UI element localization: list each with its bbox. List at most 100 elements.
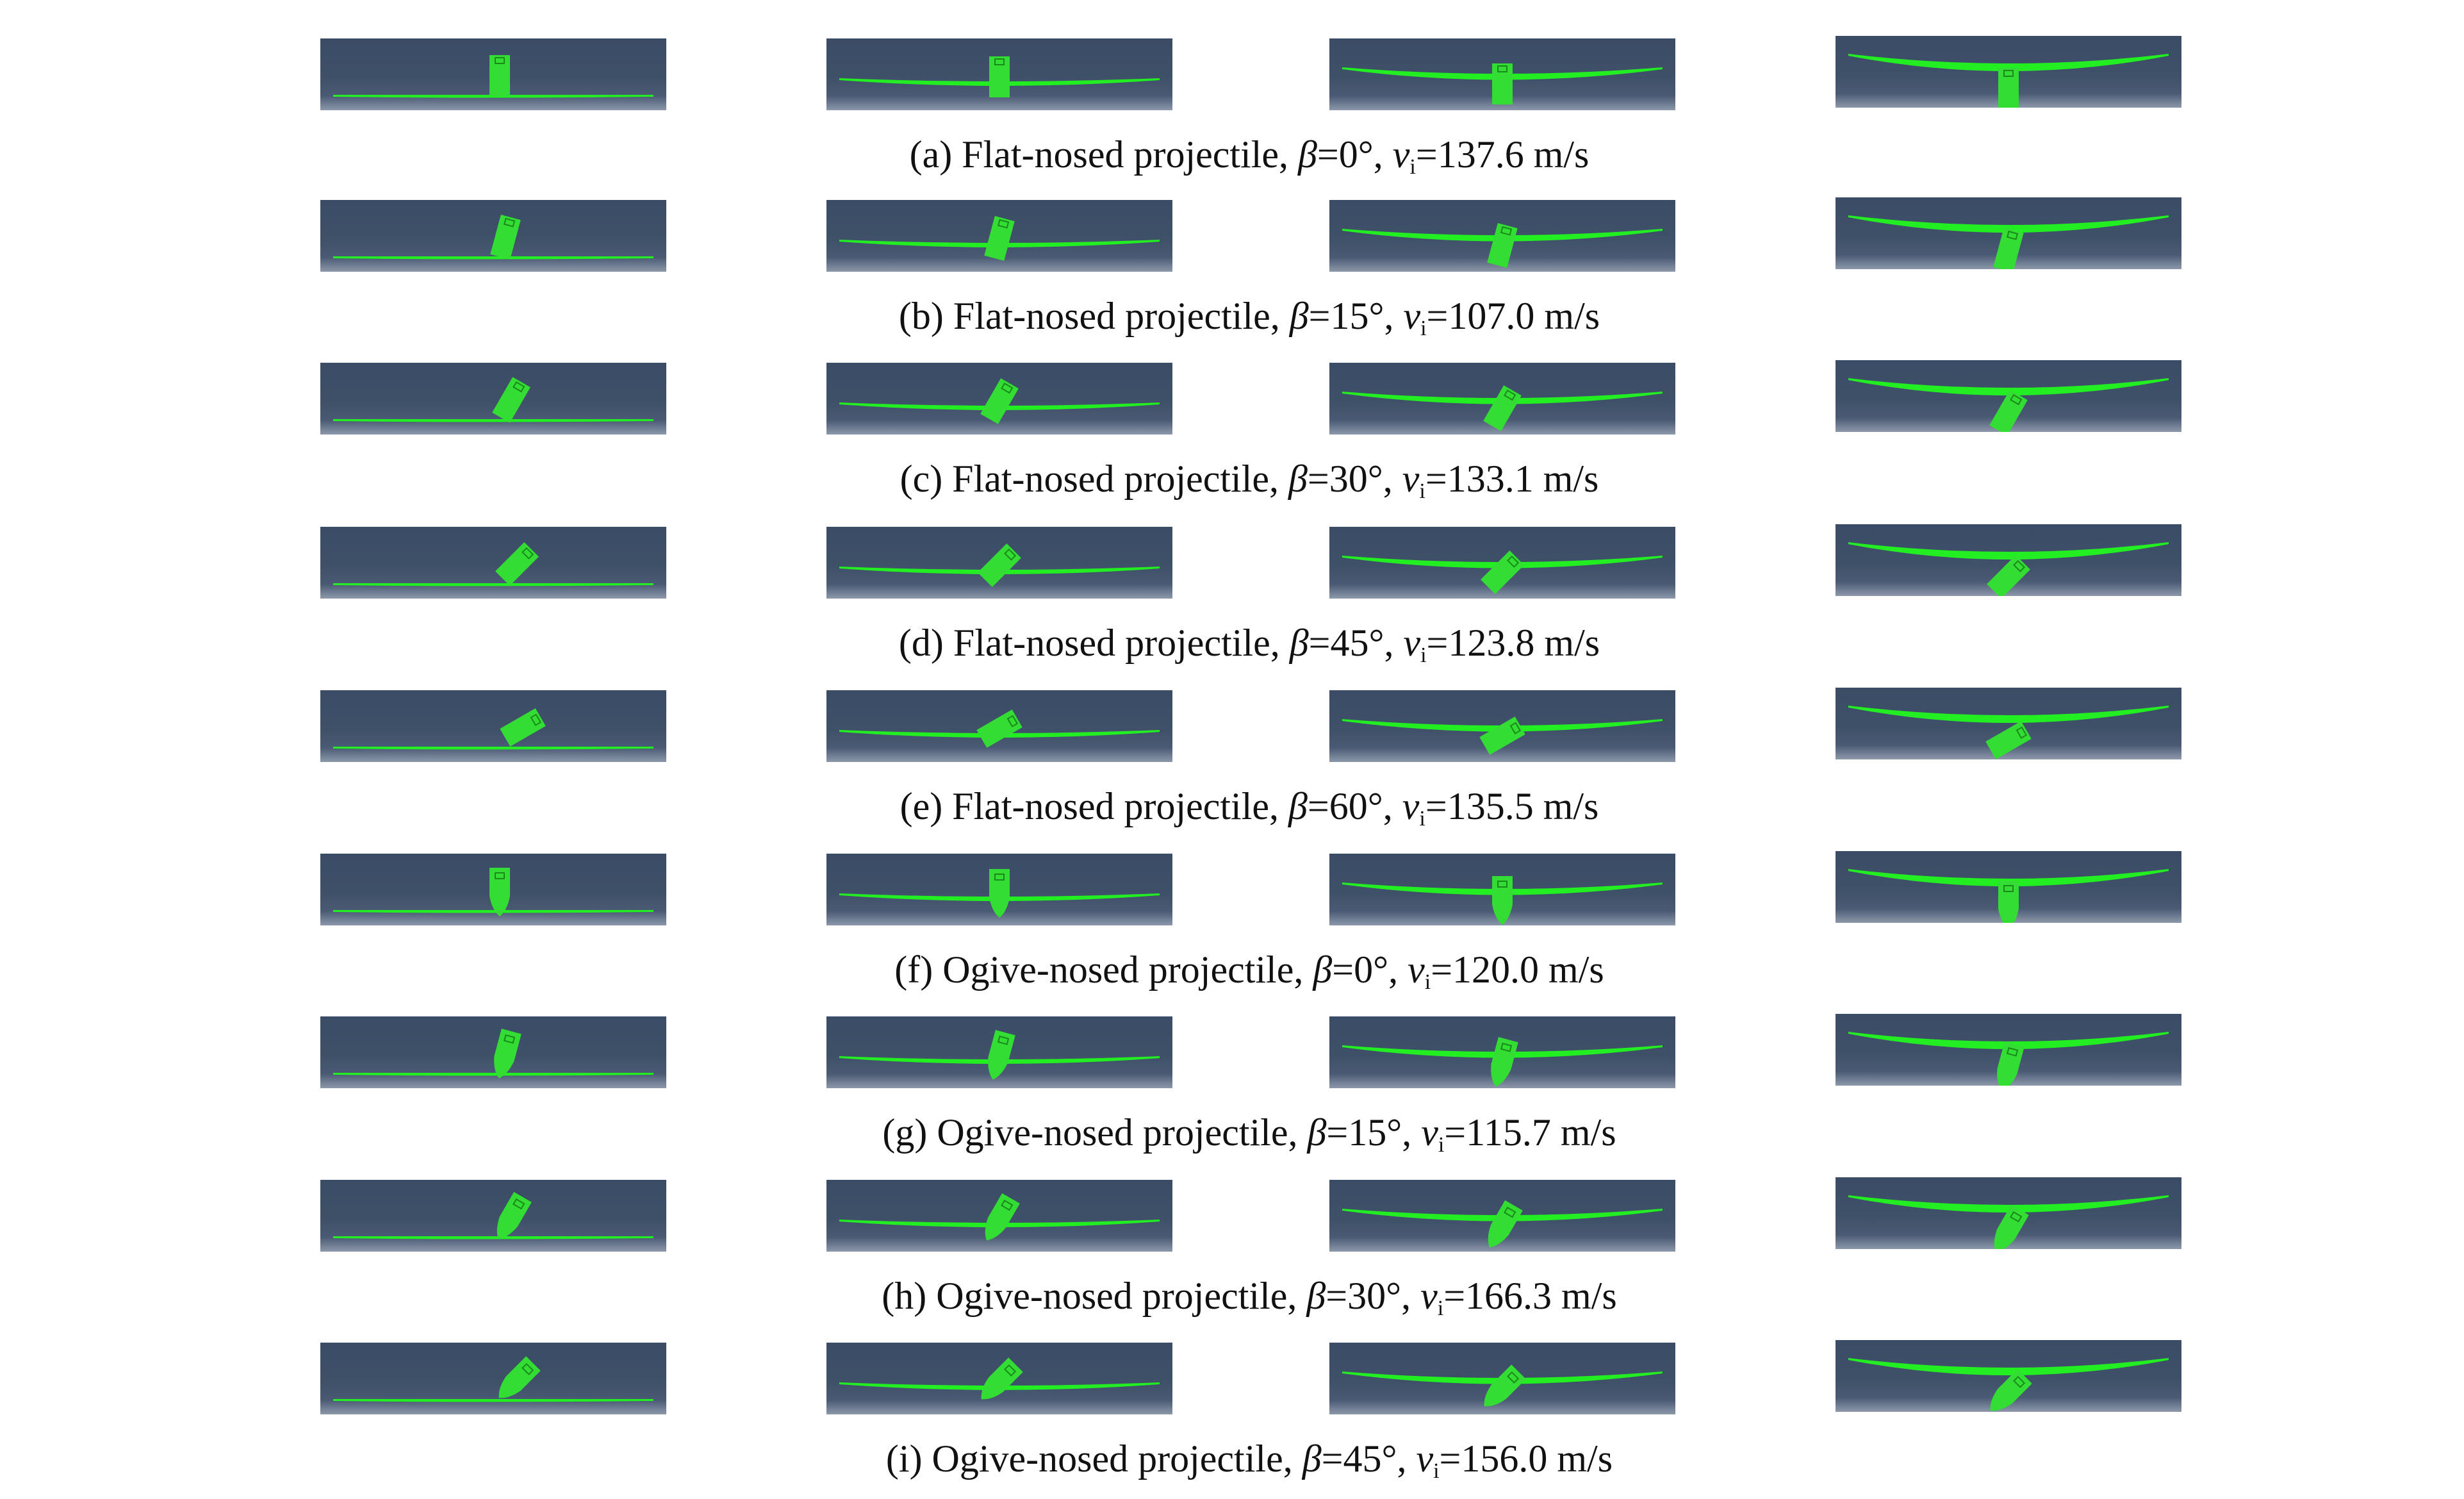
beta-symbol: β [1288,785,1308,827]
simulation-snapshot [826,527,1172,599]
flat-projectile [500,708,546,747]
ogive-projectile [494,1029,522,1079]
target-plate [333,583,653,586]
simulation-snapshot [826,1343,1172,1414]
velocity-unit: m/s [1544,622,1600,664]
row-caption: (h) Ogive-nosed projectile, β=30°, vi=16… [882,1273,1616,1331]
space [1534,785,1543,827]
simulation-snapshot [320,1180,666,1252]
degree-symbol: ° [1381,1437,1397,1480]
target-plate [333,1236,653,1239]
velocity-unit: m/s [1548,948,1604,991]
target-plate [1848,54,2169,71]
space [1398,948,1408,991]
beta-value: 30 [1347,1275,1386,1317]
space [1303,948,1313,991]
equals-sign: = [1326,1275,1348,1317]
simulation-snapshot [320,38,666,110]
space [1534,458,1543,500]
flat-projectile [989,56,1010,97]
space [1411,1111,1421,1154]
equals-sign: = [1425,785,1447,827]
ogive-projectile [498,1356,541,1398]
equals-sign: = [1307,458,1329,500]
velocity-symbol: v [1408,948,1425,991]
target-plate [1342,1371,1663,1384]
space [1280,622,1290,664]
target-plate [1848,1195,2169,1213]
flat-projectile [980,378,1019,424]
caption-label: (g) Ogive-nosed projectile, [882,1111,1298,1154]
caption-label: (e) Flat-nosed projectile, [899,785,1279,827]
simulation-snapshot [826,1180,1172,1252]
caption-label: (h) Ogive-nosed projectile, [882,1275,1297,1317]
velocity-value: 107.0 [1448,295,1535,337]
beta-value: 15 [1330,295,1369,337]
equals-sign: = [1326,1111,1349,1154]
velocity-value: 137.6 [1437,133,1524,176]
velocity-value: 133.1 [1447,458,1534,500]
caption-label: (i) Ogive-nosed projectile, [885,1437,1293,1480]
space [1534,622,1544,664]
beta-value: 0 [1338,133,1358,176]
row-caption: (g) Ogive-nosed projectile, β=15°, vi=11… [882,1110,1616,1168]
target-plate [1342,719,1663,732]
equals-sign: = [1415,133,1438,176]
ogive-projectile [988,1030,1015,1080]
simulation-snapshot [1836,360,2181,432]
simulation-snapshot [1836,688,2181,759]
target-plate [333,256,653,260]
target-plate [333,419,653,422]
velocity-subscript: i [1409,155,1416,179]
equals-sign: = [1308,295,1331,337]
velocity-subscript: i [1420,317,1427,340]
ogive-projectile [1488,1200,1523,1248]
simulation-snapshot [320,363,666,435]
flat-projectile [1998,68,2019,108]
comma: , [1384,622,1394,664]
space [1297,1111,1307,1154]
degree-symbol: ° [1368,295,1384,337]
beta-value: 0 [1354,948,1374,991]
flat-projectile [1479,716,1525,755]
flat-projectile [1989,390,2028,432]
beta-symbol: β [1289,295,1309,337]
simulation-snapshot [826,363,1172,435]
simulation-snapshot [1329,854,1675,925]
space [1393,295,1403,337]
simulation-snapshot [1329,1343,1675,1414]
comma: , [1383,458,1393,500]
velocity-symbol: v [1416,1437,1434,1480]
velocity-value: 123.8 [1448,622,1535,664]
ogive-projectile [1484,1364,1526,1407]
velocity-symbol: v [1403,295,1421,337]
ogive-projectile [985,1193,1020,1241]
simulation-snapshot [1836,524,2181,596]
target-plate [1342,392,1663,404]
simulation-snapshot [826,690,1172,762]
beta-value: 45 [1343,1437,1382,1480]
target-plate [1342,556,1663,568]
simulation-snapshot [320,690,666,762]
simulation-snapshot [1329,690,1675,762]
flat-projectile [1483,385,1522,431]
simulation-snapshot [826,200,1172,272]
simulation-snapshot [1836,1340,2181,1412]
simulation-snapshot [1329,1180,1675,1252]
space [1539,948,1548,991]
row-caption: (b) Flat-nosed projectile, β=15°, vi=107… [899,294,1600,351]
equals-sign: = [1426,295,1449,337]
space [1552,1275,1561,1317]
simulation-snapshot [320,1343,666,1414]
velocity-unit: m/s [1543,785,1599,827]
caption-label: (c) Flat-nosed projectile, [899,458,1279,500]
velocity-symbol: v [1402,458,1420,500]
space [1279,458,1288,500]
target-plate [333,95,653,98]
simulation-snapshot [1836,851,2181,923]
velocity-symbol: v [1421,1111,1438,1154]
beta-symbol: β [1306,1275,1326,1317]
space [1411,1275,1420,1317]
flat-projectile [1987,555,2030,596]
velocity-unit: m/s [1560,1111,1616,1154]
